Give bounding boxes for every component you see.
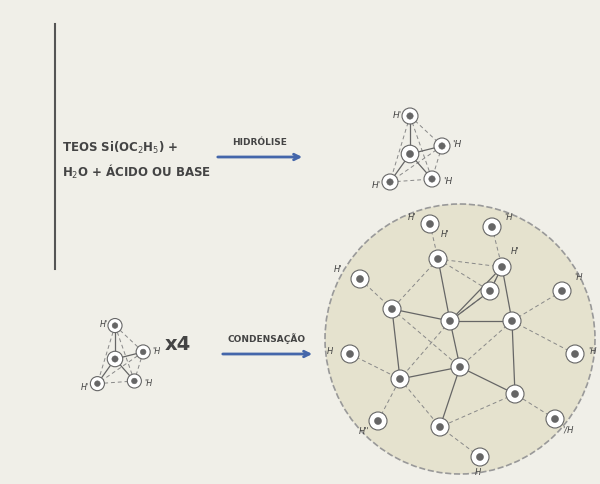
Circle shape (108, 319, 122, 333)
Circle shape (374, 418, 382, 424)
Text: H': H' (334, 265, 342, 274)
Circle shape (95, 381, 100, 387)
Circle shape (424, 172, 440, 188)
Circle shape (112, 356, 118, 363)
Circle shape (571, 351, 578, 358)
Circle shape (446, 318, 454, 325)
Text: HIDRÓLISE: HIDRÓLISE (233, 138, 287, 147)
Circle shape (434, 256, 442, 263)
Circle shape (493, 258, 511, 276)
Circle shape (136, 345, 150, 359)
Circle shape (421, 215, 439, 233)
Circle shape (402, 109, 418, 125)
Circle shape (140, 349, 146, 355)
Text: H$_2$O + ÁCIDO OU BASE: H$_2$O + ÁCIDO OU BASE (62, 163, 211, 181)
Circle shape (389, 306, 395, 313)
Circle shape (437, 424, 443, 431)
Circle shape (391, 370, 409, 388)
Text: H': H' (371, 181, 380, 190)
Circle shape (407, 114, 413, 120)
Circle shape (488, 224, 496, 231)
Circle shape (397, 376, 404, 383)
Text: CONDENSAÇÃO: CONDENSAÇÃO (228, 333, 306, 343)
Circle shape (112, 323, 118, 329)
Circle shape (457, 364, 464, 371)
Circle shape (383, 301, 401, 318)
Circle shape (546, 410, 564, 428)
Circle shape (503, 312, 521, 330)
Circle shape (431, 418, 449, 436)
Circle shape (429, 177, 435, 183)
Circle shape (347, 351, 353, 358)
Circle shape (441, 312, 459, 330)
Circle shape (427, 221, 434, 228)
Circle shape (356, 276, 364, 283)
Circle shape (341, 345, 359, 363)
Circle shape (91, 377, 104, 391)
Text: 'H: 'H (504, 213, 512, 222)
Circle shape (553, 283, 571, 301)
Circle shape (325, 205, 595, 474)
Circle shape (559, 288, 566, 295)
Circle shape (107, 351, 123, 367)
Text: H': H' (511, 247, 519, 256)
Text: x4: x4 (165, 335, 191, 354)
Circle shape (483, 219, 501, 237)
Text: 'H: 'H (588, 347, 596, 356)
Text: 'H: 'H (443, 177, 452, 186)
Circle shape (131, 378, 137, 384)
Circle shape (382, 175, 398, 191)
Circle shape (487, 288, 494, 295)
Circle shape (406, 151, 413, 158)
Circle shape (481, 283, 499, 301)
Circle shape (127, 374, 142, 388)
Text: 'H: 'H (145, 378, 152, 388)
Text: H: H (475, 468, 481, 477)
Circle shape (551, 416, 559, 423)
Circle shape (429, 251, 447, 269)
Text: H': H' (408, 213, 416, 222)
Text: H'': H'' (359, 426, 370, 436)
Circle shape (509, 318, 515, 325)
Text: TEOS Si(OC$_2$H$_5$) +: TEOS Si(OC$_2$H$_5$) + (62, 140, 178, 156)
Text: H': H' (100, 319, 107, 329)
Text: H': H' (441, 230, 449, 239)
Circle shape (471, 448, 489, 466)
Text: H: H (327, 347, 333, 356)
Circle shape (451, 358, 469, 376)
Circle shape (506, 385, 524, 403)
Circle shape (499, 264, 506, 271)
Text: H': H' (81, 382, 89, 391)
Circle shape (439, 143, 445, 150)
Circle shape (387, 180, 393, 186)
Circle shape (566, 345, 584, 363)
Text: 'H: 'H (574, 273, 582, 282)
Circle shape (401, 146, 419, 164)
Circle shape (511, 391, 518, 398)
Text: 'H: 'H (152, 346, 160, 355)
Text: '/H: '/H (562, 424, 574, 434)
Text: 'H: 'H (452, 140, 461, 149)
Circle shape (351, 271, 369, 288)
Circle shape (476, 454, 484, 461)
Circle shape (434, 139, 450, 155)
Circle shape (369, 412, 387, 430)
Text: H': H' (392, 110, 401, 119)
